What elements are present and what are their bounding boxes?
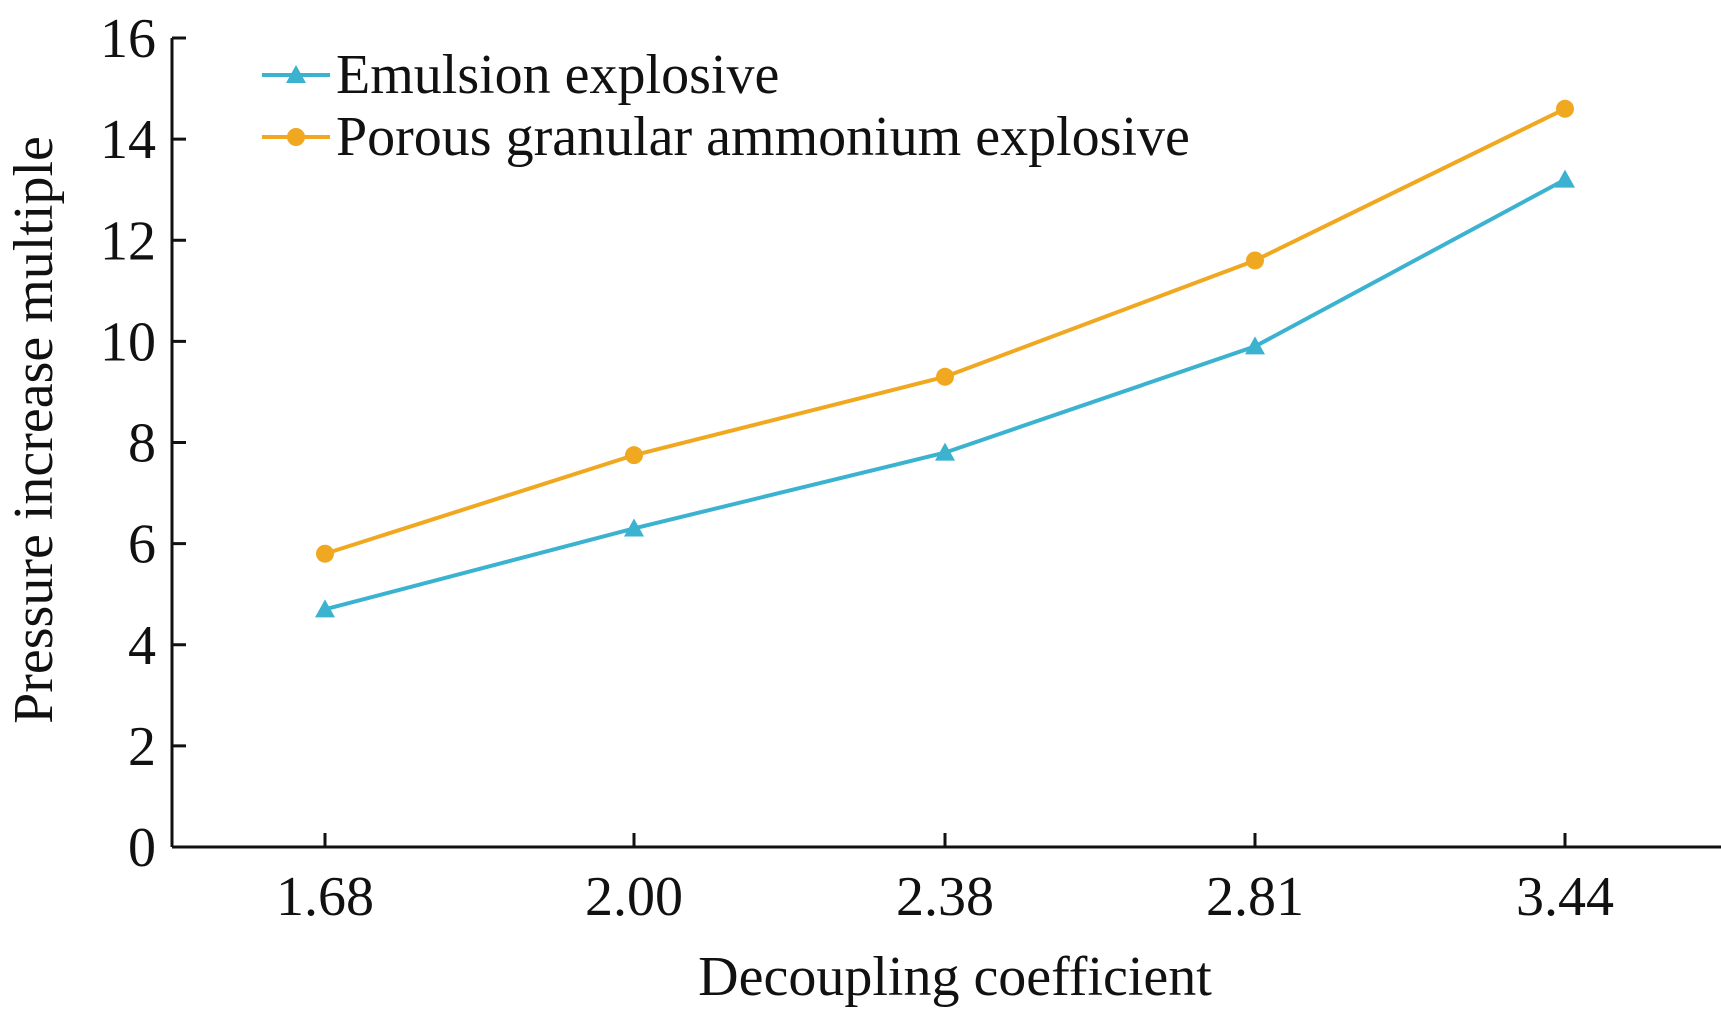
- axes: 0 2 4 6 8 10 12 14 16 1.68 2.00 2.38 2.81 3.44: [100, 8, 1721, 928]
- x-tick-label: 2.81: [1206, 866, 1304, 928]
- y-tick-label: 4: [128, 615, 156, 677]
- x-axis-label: Decoupling coefficient: [698, 946, 1212, 1008]
- x-tick-label: 3.44: [1516, 866, 1614, 928]
- x-tick-label: 2.00: [585, 866, 683, 928]
- x-tick-label: 2.38: [896, 866, 994, 928]
- y-tick-label: 16: [100, 8, 156, 70]
- y-tick-label: 8: [128, 413, 156, 475]
- series-1: [316, 99, 1574, 563]
- y-tick-label: 10: [100, 311, 156, 373]
- series-0: [315, 169, 1575, 618]
- legend-label: Emulsion explosive: [336, 44, 779, 106]
- series-line: [324, 177, 1566, 612]
- triangle-marker: [315, 599, 335, 618]
- triangle-marker: [935, 442, 955, 461]
- circle-marker: [625, 446, 643, 465]
- circle-marker: [287, 128, 305, 146]
- triangle-marker: [1245, 336, 1265, 355]
- triangle-marker: [286, 65, 306, 83]
- y-tick-label: 12: [100, 210, 156, 272]
- y-axis-label: Pressure increase multiple: [3, 136, 65, 724]
- x-tick-label: 1.68: [276, 866, 374, 928]
- circle-marker: [936, 367, 954, 386]
- legend-item: Porous granular ammonium explosive: [262, 106, 1190, 168]
- y-tick-label: 2: [128, 716, 156, 778]
- circle-marker: [1246, 251, 1264, 270]
- y-tick-label: 14: [100, 109, 156, 171]
- triangle-marker: [624, 518, 644, 537]
- y-tick-label: 6: [128, 514, 156, 576]
- series-layer: [315, 99, 1575, 618]
- triangle-marker: [1555, 169, 1575, 188]
- legend-item: Emulsion explosive: [262, 44, 779, 106]
- y-tick-label: 0: [128, 817, 156, 879]
- circle-marker: [316, 544, 334, 563]
- series-line: [324, 106, 1566, 556]
- legend-label: Porous granular ammonium explosive: [336, 106, 1190, 168]
- circle-marker: [1556, 99, 1574, 118]
